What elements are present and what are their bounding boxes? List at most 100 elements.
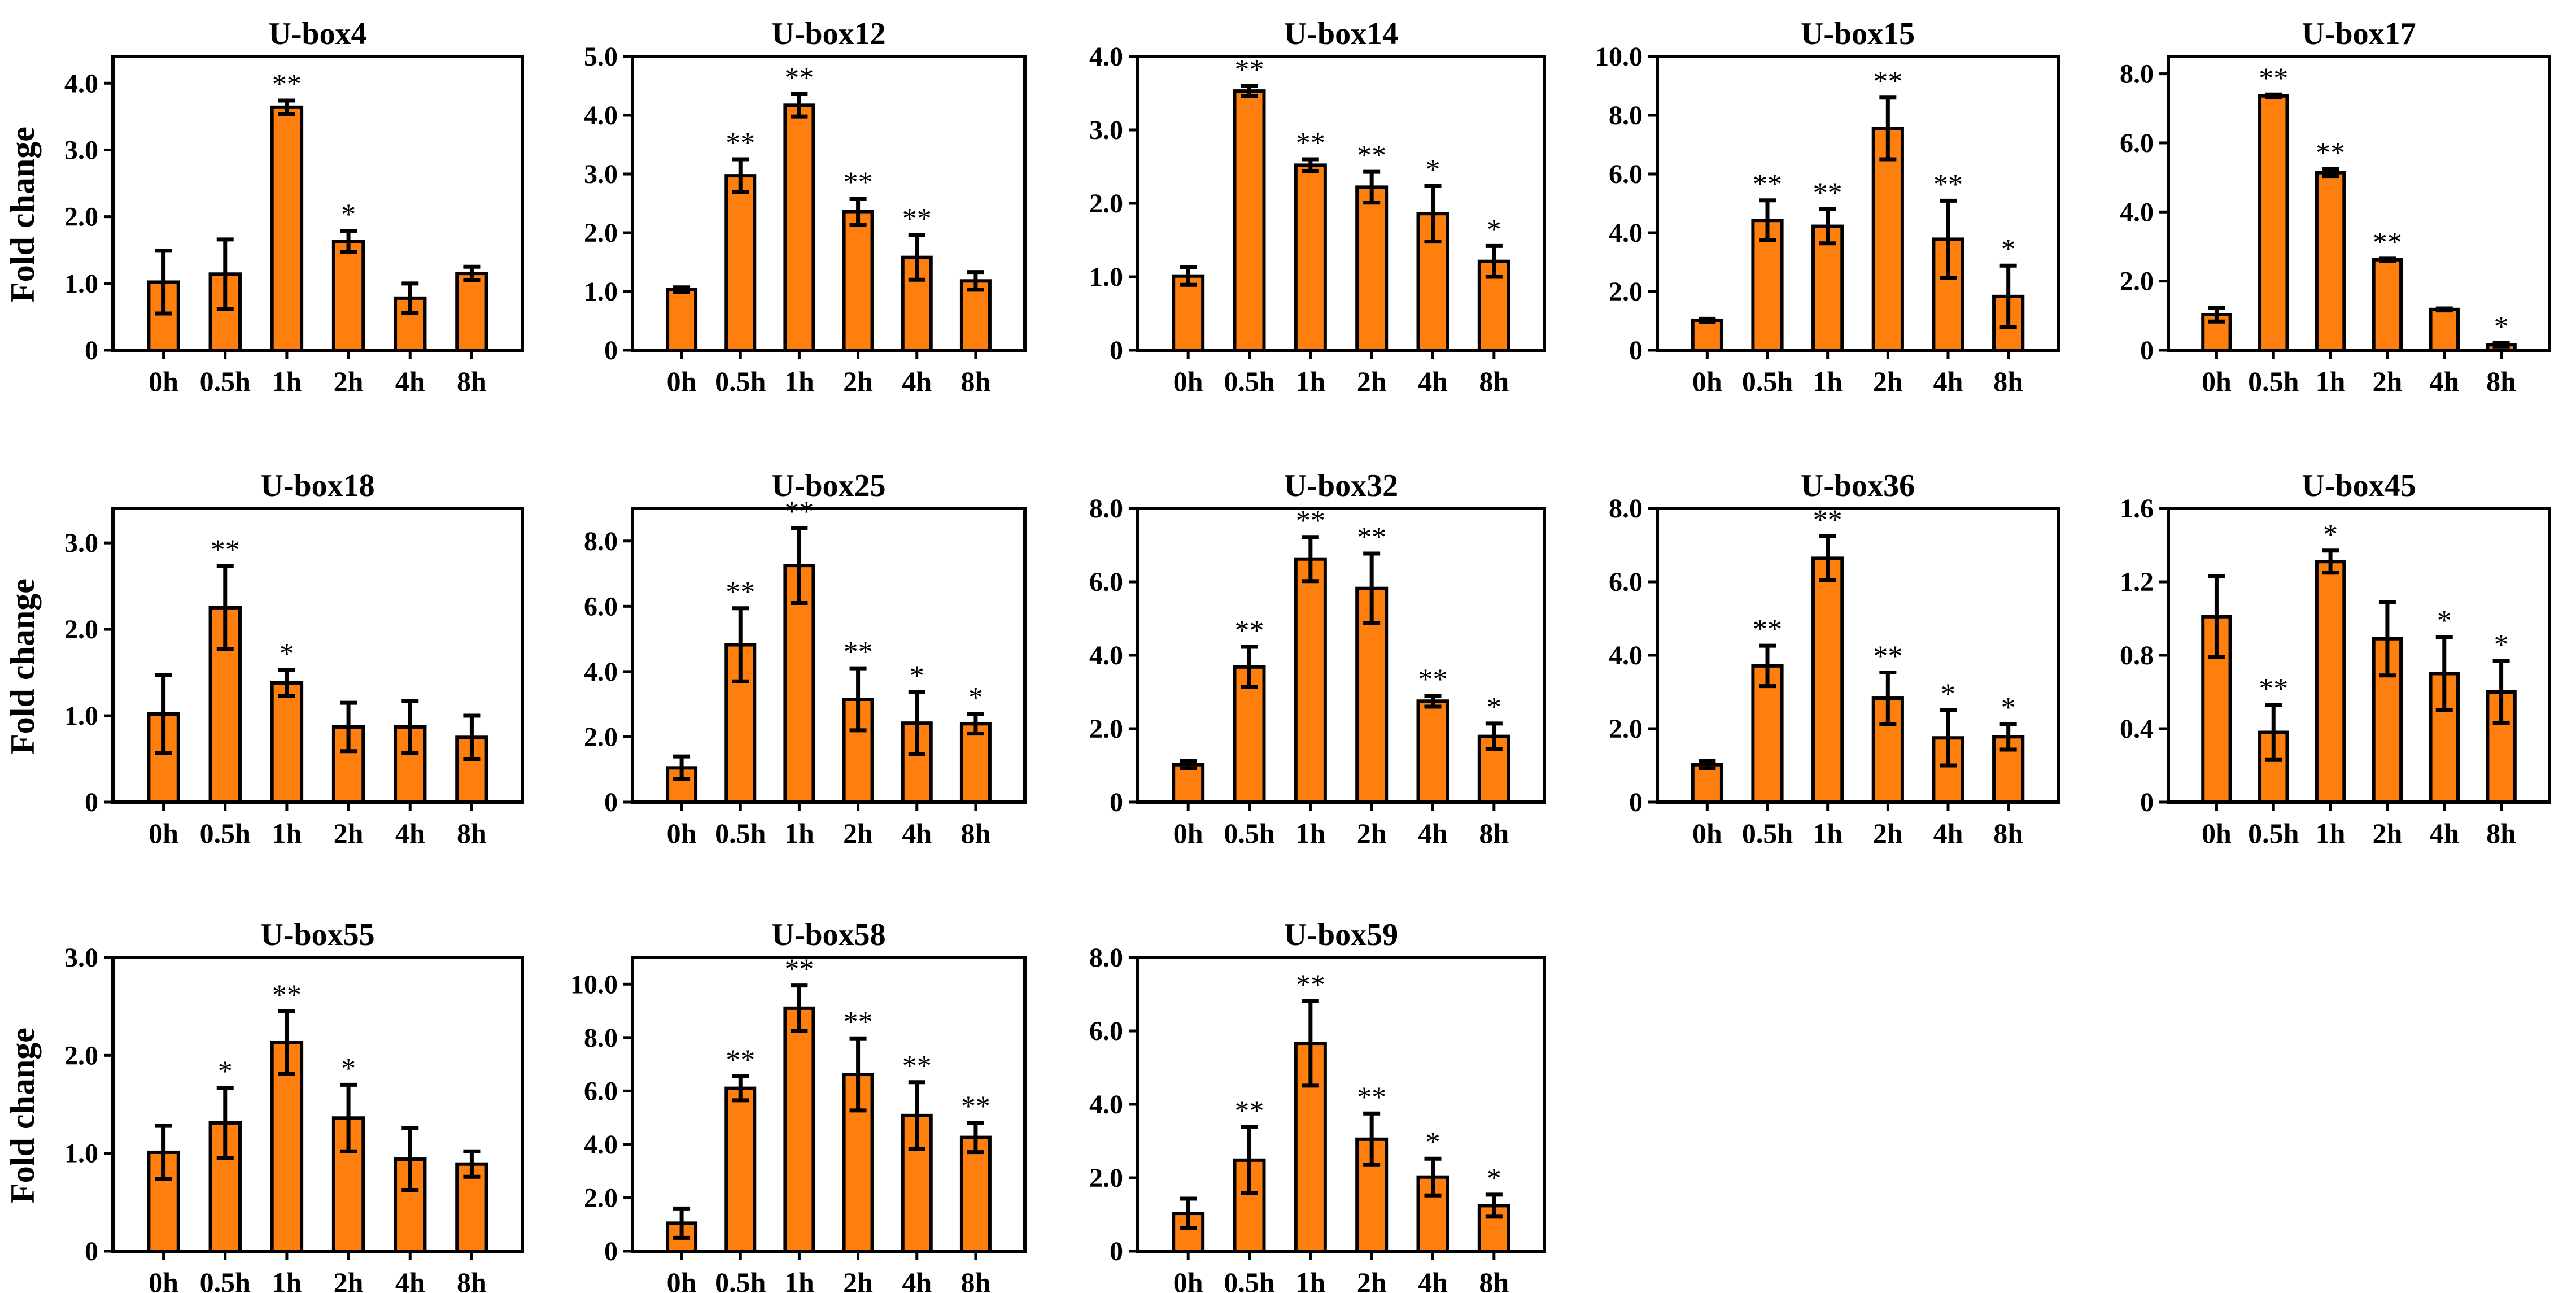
significance-u-box14-4h: * bbox=[1426, 154, 1440, 186]
y-tick-label-u-box32: 0 bbox=[1110, 787, 1123, 817]
x-tick-label-u-box55-8h: 8h bbox=[457, 1266, 487, 1293]
y-tick-label-u-box58: 8.0 bbox=[584, 1023, 618, 1053]
chart-title-u-box12: U-box12 bbox=[771, 16, 885, 51]
x-tick-label-u-box59-8h: 8h bbox=[1479, 1266, 1509, 1293]
error-bar-u-box14-1h bbox=[1302, 157, 1319, 173]
x-tick-label-u-box36-8h: 8h bbox=[1993, 817, 2023, 849]
significance-u-box25-2h: ** bbox=[844, 636, 873, 668]
error-bar-u-box32-2h bbox=[1363, 551, 1381, 625]
chart-u-box15: U-box15 0h ** 0.5h ** 1h ** 2h ** 4h * 8h 0 2.0 4.0 6.0… bbox=[1595, 16, 2060, 397]
significance-u-box25-8h: * bbox=[968, 682, 983, 714]
error-bar-u-box4-4h bbox=[401, 281, 419, 315]
x-tick-label-u-box15-0h: 0h bbox=[1692, 365, 1722, 397]
y-tick-label-u-box14: 2.0 bbox=[1089, 189, 1123, 219]
significance-u-box58-0-5h: ** bbox=[726, 1044, 755, 1076]
bar-u-box36-0h bbox=[1691, 763, 1723, 804]
x-tick-label-u-box15-0-5h: 0.5h bbox=[1742, 365, 1793, 397]
x-tick-label-u-box17-2h: 2h bbox=[2373, 365, 2403, 397]
x-tick-label-u-box14-2h: 2h bbox=[1357, 365, 1387, 397]
significance-u-box59-1h: ** bbox=[1296, 969, 1325, 1001]
x-tick-label-u-box14-1h: 1h bbox=[1295, 365, 1325, 397]
x-tick-label-u-box58-1h: 1h bbox=[784, 1266, 814, 1293]
x-tick-label-u-box45-4h: 4h bbox=[2429, 817, 2459, 849]
bar-u-box4-8h bbox=[455, 272, 488, 352]
error-bar-u-box59-0h bbox=[1180, 1196, 1197, 1230]
y-tick-label-u-box59: 8.0 bbox=[1089, 943, 1123, 973]
significance-u-box12-1h: ** bbox=[784, 62, 814, 94]
x-tick-label-u-box17-0-5h: 0.5h bbox=[2248, 365, 2299, 397]
y-tick-label-u-box32: 8.0 bbox=[1089, 494, 1123, 524]
error-bar-u-box15-2h bbox=[1879, 95, 1897, 162]
x-tick-label-u-box14-0h: 0h bbox=[1173, 365, 1203, 397]
significance-u-box55-0-5h: * bbox=[218, 1056, 233, 1088]
x-tick-label-u-box32-8h: 8h bbox=[1479, 817, 1509, 849]
error-bar-u-box45-1h bbox=[2322, 548, 2339, 575]
chart-u-box36: U-box360h**0.5h**1h**2h*4h*8h02.04.06.08… bbox=[1609, 468, 2060, 849]
plot-frame-u-box59 bbox=[1136, 956, 1546, 1253]
significance-u-box58-8h: ** bbox=[961, 1091, 990, 1123]
error-bar-u-box25-8h bbox=[967, 712, 984, 736]
x-tick-label-u-box4-0h: 0h bbox=[149, 365, 178, 397]
chart-u-box55: U-box55 0h * 0.5h ** 1h * 2h 4h 8h 0 1.0 2.0 3.0 bbox=[64, 917, 524, 1293]
y-tick-label-u-box45: 0.4 bbox=[2120, 714, 2154, 744]
significance-u-box12-4h: ** bbox=[902, 203, 932, 235]
y-tick-label-u-box17: 2.0 bbox=[2120, 267, 2154, 297]
bar-u-box58-0-5h bbox=[724, 1086, 757, 1253]
error-bar-u-box18-1h bbox=[278, 668, 295, 698]
bar-u-box17-4h bbox=[2429, 307, 2460, 352]
y-tick-label-u-box15: 10.0 bbox=[1595, 42, 1643, 72]
y-tick-label-u-box12: 2.0 bbox=[584, 218, 618, 248]
y-tick-label-u-box4: 3.0 bbox=[64, 135, 98, 165]
x-tick-label-u-box55-2h: 2h bbox=[334, 1266, 364, 1293]
significance-u-box32-4h: ** bbox=[1418, 664, 1448, 696]
x-tick-label-u-box25-4h: 4h bbox=[902, 817, 932, 849]
y-tick-label-u-box58: 6.0 bbox=[584, 1076, 618, 1106]
chart-u-box4: U-box4 0h 0.5h ** 1h * 2h 4h 8h 0 1.0 2.0 3.0 4.0 bbox=[64, 16, 524, 397]
error-bar-u-box18-0h bbox=[155, 673, 172, 755]
x-tick-label-u-box15-8h: 8h bbox=[1993, 365, 2023, 397]
x-tick-label-u-box17-8h: 8h bbox=[2486, 365, 2516, 397]
chart-u-box14: U-box14 0h ** 0.5h ** 1h ** 2h * 4h * 8h 0 1.0 2.0 3.0 4… bbox=[1089, 16, 1546, 397]
error-bar-u-box55-0h bbox=[155, 1124, 172, 1181]
significance-u-box45-4h: * bbox=[2437, 605, 2452, 637]
error-bar-u-box14-4h bbox=[1424, 184, 1442, 244]
y-tick-label-u-box58: 0 bbox=[604, 1237, 618, 1266]
error-bar-u-box18-4h bbox=[401, 699, 419, 755]
x-tick-label-u-box45-2h: 2h bbox=[2373, 817, 2403, 849]
error-bar-u-box17-1h bbox=[2322, 167, 2339, 179]
y-tick-label-u-box14: 4.0 bbox=[1089, 42, 1123, 72]
significance-u-box4-1h: ** bbox=[272, 68, 302, 101]
chart-title-u-box25: U-box25 bbox=[771, 468, 885, 503]
error-bar-u-box25-0h bbox=[673, 754, 691, 782]
significance-u-box15-4h: ** bbox=[1933, 168, 1963, 201]
y-tick-label-u-box55: 2.0 bbox=[64, 1041, 98, 1070]
error-bar-u-box17-2h bbox=[2378, 256, 2396, 263]
y-tick-label-u-box45: 0 bbox=[2140, 787, 2154, 817]
chart-title-u-box59: U-box59 bbox=[1284, 917, 1398, 952]
error-bar-u-box32-1h bbox=[1302, 535, 1319, 584]
error-bar-u-box59-8h bbox=[1485, 1192, 1503, 1219]
x-tick-label-u-box4-2h: 2h bbox=[334, 365, 364, 397]
significance-u-box36-4h: * bbox=[1941, 678, 1955, 711]
bar-u-box32-4h bbox=[1416, 699, 1449, 804]
significance-u-box18-1h: * bbox=[280, 638, 294, 670]
x-tick-label-u-box18-2h: 2h bbox=[334, 817, 364, 849]
x-tick-label-u-box36-2h: 2h bbox=[1873, 817, 1903, 849]
x-tick-label-u-box4-0-5h: 0.5h bbox=[200, 365, 251, 397]
y-tick-label-u-box36: 0 bbox=[1629, 787, 1643, 817]
bar-u-box4-2h bbox=[331, 240, 365, 352]
y-tick-label-u-box36: 8.0 bbox=[1609, 494, 1643, 524]
significance-u-box36-2h: ** bbox=[1873, 641, 1902, 673]
chart-title-u-box15: U-box15 bbox=[1801, 16, 1915, 51]
significance-u-box15-0-5h: ** bbox=[1753, 168, 1782, 201]
y-tick-label-u-box15: 6.0 bbox=[1609, 159, 1643, 189]
y-tick-label-u-box17: 8.0 bbox=[2120, 59, 2154, 89]
y-tick-label-u-box45: 1.6 bbox=[2120, 494, 2154, 524]
y-tick-label-u-box15: 4.0 bbox=[1609, 218, 1643, 248]
error-bar-u-box4-0-5h bbox=[216, 237, 234, 311]
x-tick-label-u-box59-0-5h: 0.5h bbox=[1224, 1266, 1275, 1293]
y-tick-label-u-box45: 0.8 bbox=[2120, 641, 2154, 671]
plot-frame-u-box36 bbox=[1656, 507, 2060, 804]
error-bar-u-box59-1h bbox=[1302, 999, 1319, 1088]
error-bar-u-box14-8h bbox=[1485, 243, 1503, 279]
